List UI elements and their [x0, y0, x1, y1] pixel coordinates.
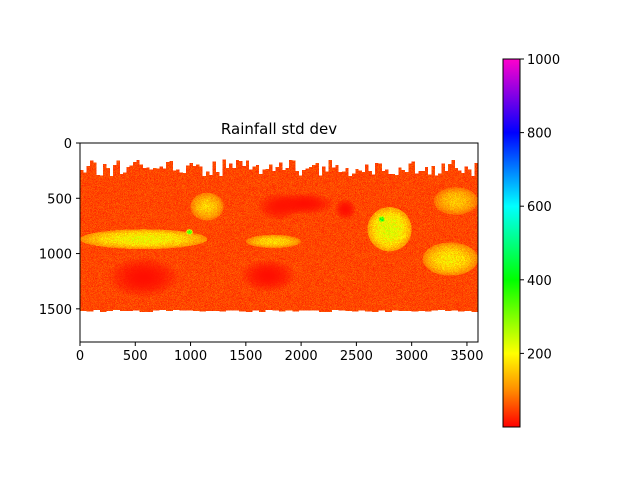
colorbar-axis: 200 400 600 800 1000 — [520, 53, 560, 362]
colorbar-gradient — [503, 59, 520, 427]
plot-frame — [79, 142, 479, 343]
x-tick-label: 0 — [76, 349, 84, 364]
chart-title: Rainfall std dev — [221, 120, 337, 138]
y-axis: 0 500 1000 1500 — [39, 137, 80, 318]
x-tick-label: 1500 — [229, 349, 262, 364]
colorbar-tick-label: 800 — [527, 127, 552, 142]
x-tick-label: 3000 — [395, 349, 428, 364]
colorbar-tick-label: 200 — [527, 347, 552, 362]
y-tick-label: 500 — [47, 192, 72, 207]
colorbar-tick-label: 600 — [527, 200, 552, 215]
x-tick-label: 500 — [123, 349, 148, 364]
x-tick-label: 1000 — [174, 349, 207, 364]
y-tick-label: 1500 — [39, 303, 72, 318]
colorbar-tick-label: 400 — [527, 274, 552, 289]
y-tick-label: 0 — [64, 137, 72, 152]
x-tick-label: 3500 — [450, 349, 483, 364]
plot-area — [79, 142, 479, 343]
x-tick-label: 2500 — [340, 349, 373, 364]
colorbar — [502, 58, 521, 428]
heatmap-image — [80, 143, 478, 342]
colorbar-tick-label: 1000 — [527, 53, 560, 68]
colorbar-frame — [502, 58, 521, 428]
x-tick-label: 2000 — [285, 349, 318, 364]
x-axis: 0 500 1000 1500 2000 2500 3000 3500 — [76, 342, 483, 364]
y-tick-label: 1000 — [39, 248, 72, 263]
